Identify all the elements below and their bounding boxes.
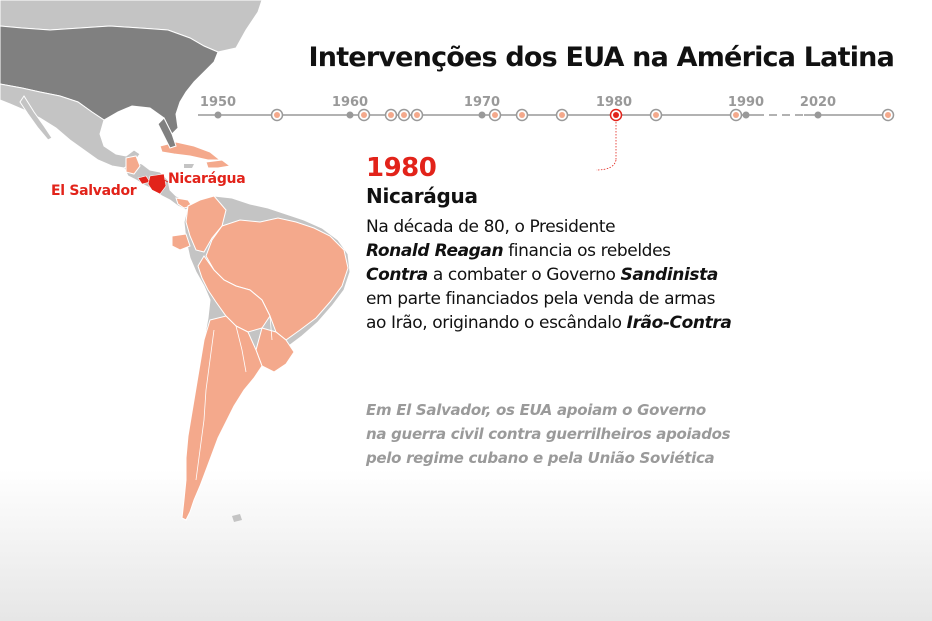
- country-borders: [195, 315, 273, 481]
- timeline-selected-event-marker[interactable]: [609, 108, 623, 122]
- timeline-event-marker[interactable]: [488, 108, 502, 122]
- timeline-year-label: 1950: [200, 95, 236, 110]
- timeline-year-label: 1990: [728, 95, 764, 110]
- description-line: Contra a combater o Governo Sandinista: [366, 263, 786, 287]
- timeline-decade-tick: [478, 111, 486, 119]
- timeline-event-marker[interactable]: [555, 108, 569, 122]
- note-line: na guerra civil contra guerrilheiros apo…: [366, 425, 731, 443]
- note-line: Em El Salvador, os EUA apoiam o Governo: [366, 401, 706, 419]
- jamaica-island: [184, 164, 194, 168]
- nicaragua-leader-line: [159, 177, 169, 183]
- colombia-highlight: [185, 195, 227, 253]
- event-info-panel: 1980 Nicarágua Na década de 80, o Presid…: [366, 153, 786, 335]
- timeline-event-marker[interactable]: [357, 108, 371, 122]
- description-text: Na década de 80, o Presidente: [366, 217, 616, 237]
- nicaragua-label: Nicarágua: [168, 171, 246, 187]
- guatemala-highlight: [125, 155, 141, 175]
- description-line: ao Irão, originando o escândalo Irão-Con…: [366, 311, 786, 335]
- page-title: Intervenções dos EUA na América Latina: [308, 42, 895, 73]
- event-description: Na década de 80, o Presidente Ronald Rea…: [366, 215, 786, 335]
- timeline-event-marker[interactable]: [515, 108, 529, 122]
- timeline-event-marker[interactable]: [649, 108, 663, 122]
- timeline-event-marker[interactable]: [270, 108, 284, 122]
- baja-peninsula: [19, 95, 53, 141]
- timeline-event-marker[interactable]: [410, 108, 424, 122]
- timeline-decade-tick: [214, 111, 222, 119]
- el-salvador-label: El Salvador: [51, 183, 137, 199]
- timeline-event-marker[interactable]: [729, 108, 743, 122]
- event-country: Nicarágua: [366, 184, 478, 208]
- timeline-year-label: 1970: [464, 95, 500, 110]
- hispaniola-island: [205, 159, 232, 169]
- timeline-year-label: 1980: [596, 95, 632, 110]
- emphasis-text: Sandinista: [620, 265, 718, 285]
- selected-year-connector-curve: [595, 159, 617, 171]
- timeline-event-marker[interactable]: [881, 108, 895, 122]
- description-line: em parte financiados pela venda de armas: [366, 287, 786, 311]
- emphasis-text: Irão-Contra: [626, 313, 732, 333]
- timeline-year-label: 2020: [800, 95, 836, 110]
- southern-cone-highlight: [181, 315, 263, 521]
- timeline: 1950 1960 1970 1980 1990 2020: [198, 95, 895, 171]
- timeline-decade-tick: [814, 111, 822, 119]
- timeline-decade-tick: [346, 111, 354, 119]
- description-line: Na década de 80, o Presidente: [366, 215, 786, 239]
- falkland-islands: [232, 514, 242, 522]
- event-note: Em El Salvador, os EUA apoiam o Governo …: [366, 398, 786, 470]
- event-year: 1980: [366, 153, 437, 183]
- emphasis-text: Contra: [366, 265, 428, 285]
- timeline-decade-tick: [742, 111, 750, 119]
- description-text: a combater o Governo: [427, 265, 621, 285]
- timeline-year-label: 1960: [332, 95, 368, 110]
- florida-peninsula: [157, 117, 177, 149]
- description-text: ao Irão, originando o escândalo: [366, 313, 627, 333]
- ecuador-highlight: [171, 233, 191, 251]
- timeline-event-marker[interactable]: [384, 108, 398, 122]
- emphasis-text: Ronald Reagan: [366, 241, 504, 261]
- description-line: Ronald Reagan financia os rebeldes: [366, 239, 786, 263]
- note-line: pelo regime cubano e pela União Soviétic…: [366, 449, 715, 467]
- description-text: financia os rebeldes: [503, 241, 671, 261]
- mexico-landmass: [0, 83, 141, 169]
- timeline-event-marker[interactable]: [397, 108, 411, 122]
- peru-bolivia-highlight: [197, 255, 271, 333]
- description-text: em parte financiados pela venda de armas: [366, 289, 716, 309]
